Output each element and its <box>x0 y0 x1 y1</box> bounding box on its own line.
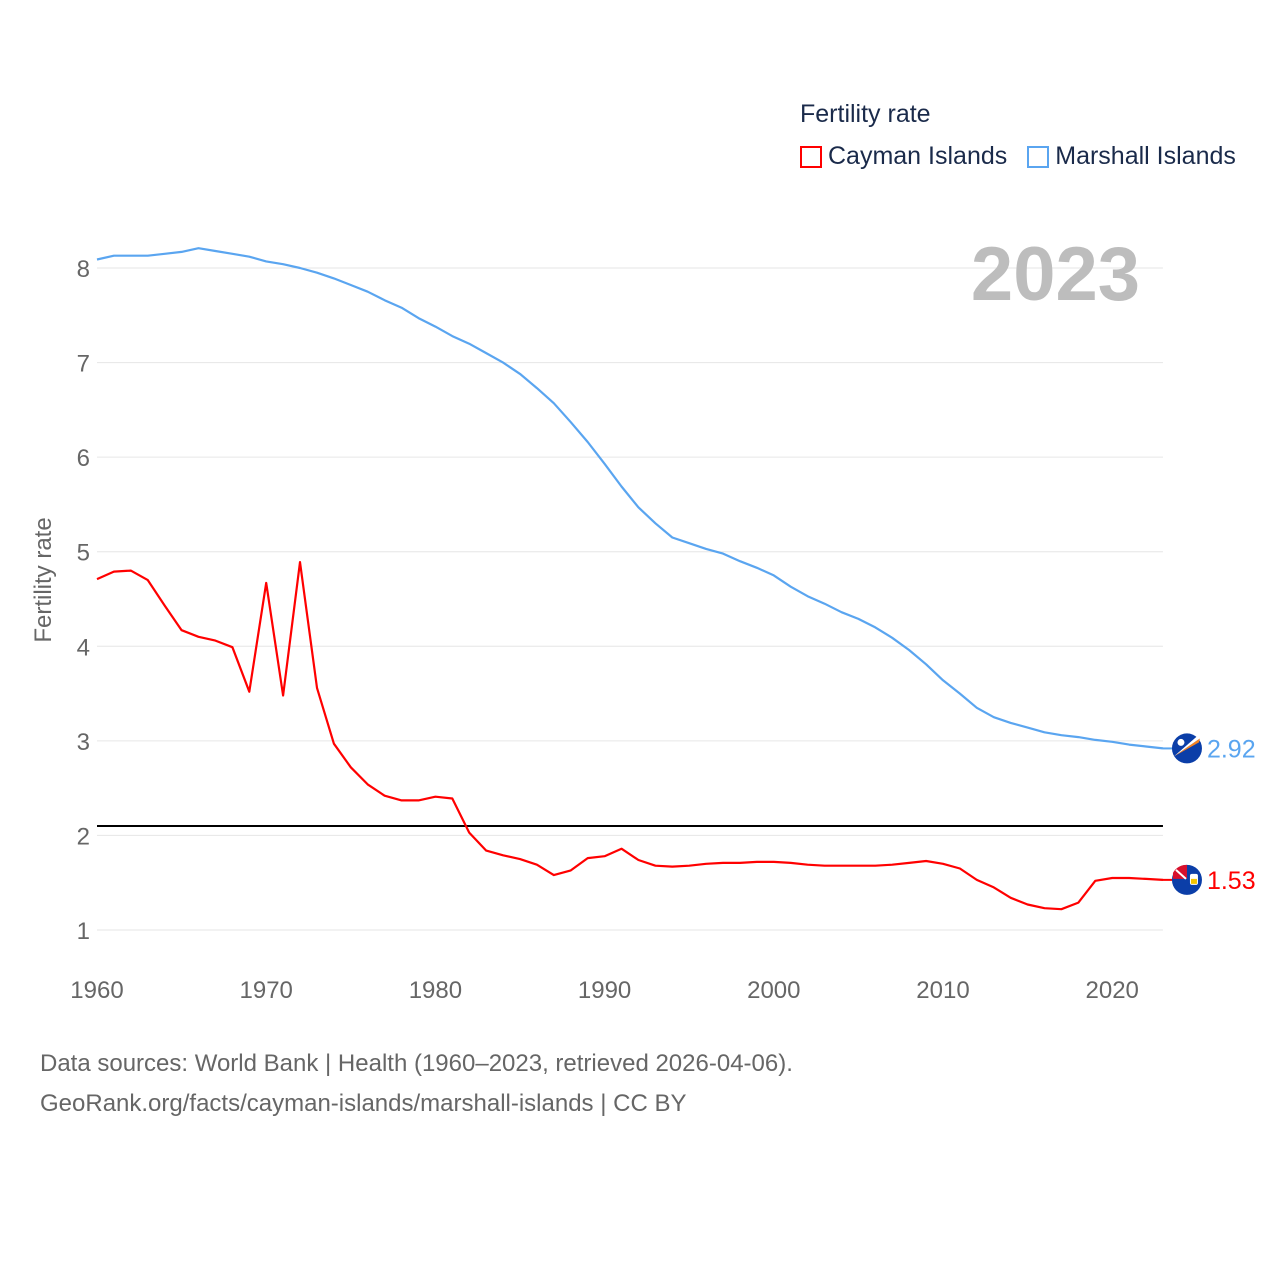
attribution-text: GeoRank.org/facts/cayman-islands/marshal… <box>40 1090 687 1117</box>
x-tick-label: 2010 <box>916 977 969 1004</box>
flag-star <box>1177 738 1185 746</box>
y-tick-label: 1 <box>77 918 90 945</box>
x-tick-label: 2020 <box>1086 977 1139 1004</box>
legend-item-marshall-islands[interactable]: Marshall Islands <box>1027 142 1236 171</box>
x-tick-label: 1980 <box>409 977 462 1004</box>
legend-label: Marshall Islands <box>1055 142 1236 170</box>
flag-shield-stripe <box>1190 878 1197 884</box>
x-tick-label: 1990 <box>578 977 631 1004</box>
y-tick-label: 2 <box>77 823 90 850</box>
legend-label: Cayman Islands <box>828 142 1008 170</box>
series-line-cayman-islands <box>96 560 1164 911</box>
flag-union-cross <box>1175 869 1187 880</box>
legend-swatch-marshall <box>1027 145 1050 168</box>
footer: Data sources: World Bank | Health (1960–… <box>40 1044 793 1124</box>
year-watermark: 2023 <box>971 232 1140 317</box>
x-tick-label: 1960 <box>70 977 123 1004</box>
legend-swatch-cayman <box>800 145 822 168</box>
legend: Cayman Islands Marshall Islands <box>800 142 1236 171</box>
y-tick-label: 4 <box>77 634 90 661</box>
end-value-label: 1.53 <box>1207 867 1256 895</box>
series-line-marshall-islands <box>96 247 1164 750</box>
y-tick-label: 6 <box>77 445 90 472</box>
end-value-label: 2.92 <box>1207 735 1256 763</box>
x-tick-label: 1970 <box>240 977 293 1004</box>
y-tick-label: 3 <box>77 729 90 756</box>
legend-title: Fertility rate <box>800 100 931 128</box>
flag-stripe <box>1173 736 1200 757</box>
data-source-text: Data sources: World Bank | Health (1960–… <box>40 1050 793 1077</box>
x-tick-label: 2000 <box>747 977 800 1004</box>
y-tick-label: 5 <box>77 540 90 567</box>
legend-item-cayman-islands[interactable]: Cayman Islands <box>800 142 1007 171</box>
y-tick-label: 7 <box>77 351 90 378</box>
y-axis-label: Fertility rate <box>30 517 57 642</box>
y-tick-label: 8 <box>77 256 90 283</box>
